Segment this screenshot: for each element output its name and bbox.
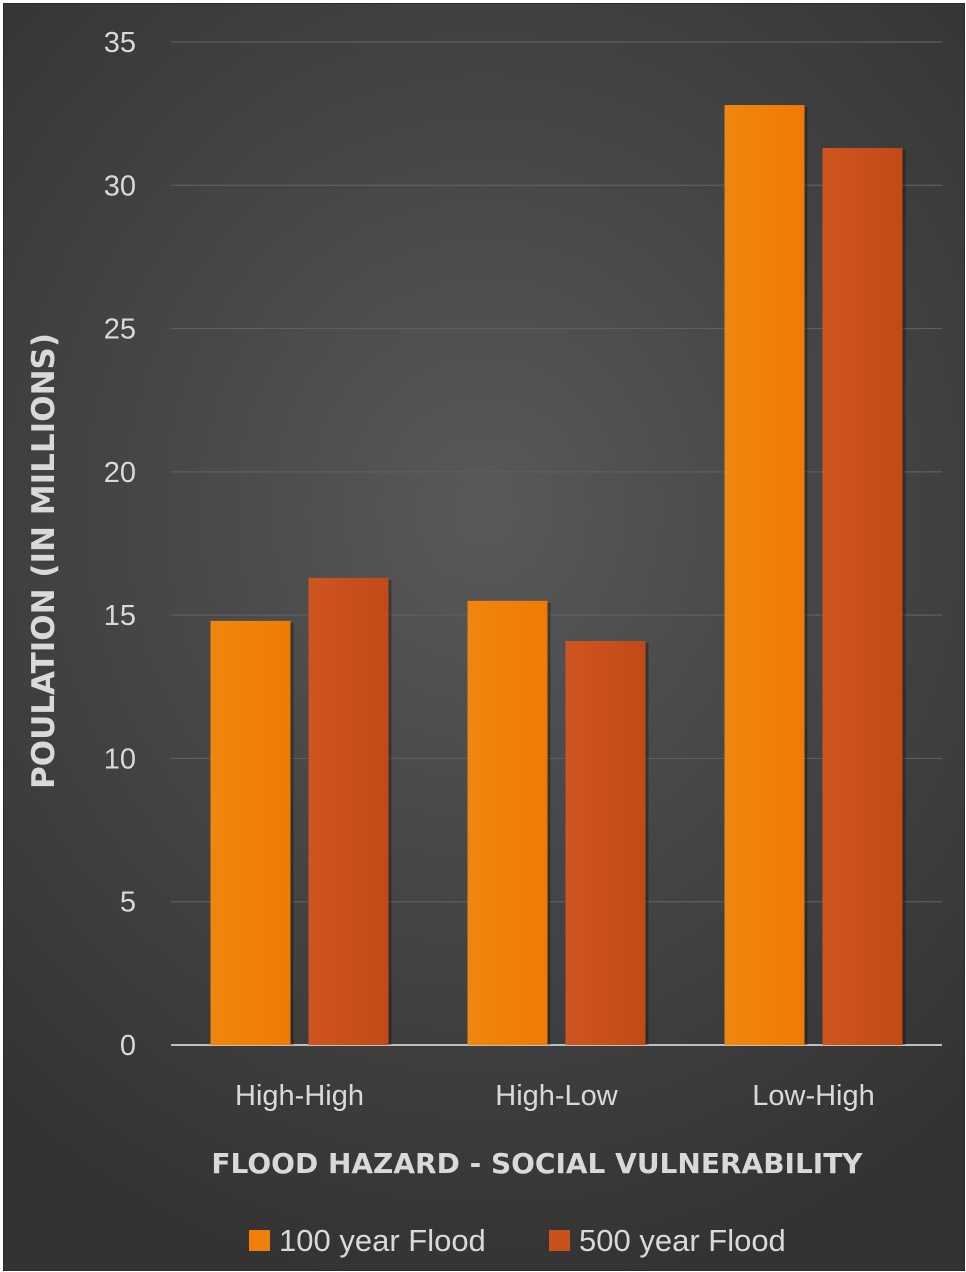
bar-high-low-series-1 [467, 600, 548, 1045]
bars [210, 105, 906, 1045]
y-tick-label: 20 [104, 457, 136, 489]
legend-swatch [249, 1230, 270, 1251]
y-axis-ticks: 0 5 10 15 20 25 30 35 [104, 27, 136, 1062]
y-tick-label: 25 [104, 314, 136, 346]
x-category-label: High-Low [495, 1080, 619, 1112]
x-axis-categories: High-High High-Low Low-High [235, 1080, 875, 1112]
y-tick-label: 0 [120, 1030, 136, 1062]
x-category-label: High-High [235, 1080, 364, 1112]
legend-label: 500 year Flood [579, 1223, 786, 1258]
legend-swatch [549, 1230, 570, 1251]
bar-low-high-series-2 [822, 148, 903, 1045]
y-tick-label: 35 [104, 27, 136, 59]
y-tick-label: 30 [104, 170, 136, 202]
gridlines [171, 41, 942, 1046]
bar-high-low-series-2 [565, 640, 646, 1045]
bar-high-high-series-1 [210, 620, 291, 1045]
y-tick-label: 10 [104, 743, 136, 775]
bar-chart: 0 5 10 15 20 25 30 35 High-High High-Low Low-High… [26, 27, 942, 1258]
bar-high-high-series-2 [308, 577, 389, 1045]
y-tick-label: 5 [120, 887, 136, 919]
x-axis-title: FLOOD HAZARD - SOCIAL VULNERABILITY [211, 1147, 863, 1180]
y-axis-title: POULATION (IN MILLIONS) [26, 333, 62, 789]
chart-frame: 0 5 10 15 20 25 30 35 High-High High-Low Low-High… [3, 3, 965, 1271]
x-category-label: Low-High [752, 1080, 875, 1112]
legend: 100 year Flood 500 year Flood [249, 1223, 786, 1258]
bar-low-high-series-1 [724, 105, 805, 1045]
y-tick-label: 15 [104, 600, 136, 632]
legend-label: 100 year Flood [279, 1223, 486, 1258]
